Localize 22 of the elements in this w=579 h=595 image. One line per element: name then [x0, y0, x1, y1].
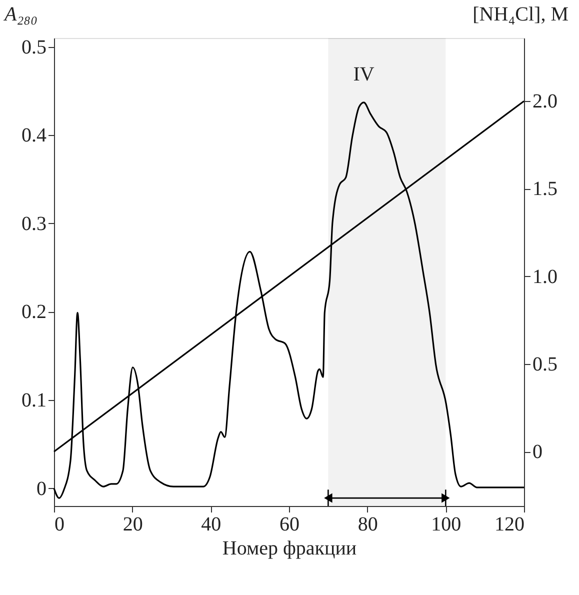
- y-tick-label: 0.2: [22, 301, 46, 324]
- y2-tick-label: 0: [532, 441, 542, 464]
- y-tick-label: 0.4: [22, 124, 46, 147]
- y2-axis-title: [NH₄Cl], M: [472, 4, 569, 26]
- y-axis-title: A₂₈₀: [2, 4, 38, 26]
- y-tick-label: 0.5: [22, 36, 46, 58]
- x-tick-label: 120: [494, 514, 524, 536]
- y2-tick-label: 2.0: [532, 90, 558, 113]
- y2-tick-label: 0.5: [532, 354, 558, 376]
- y-tick-label: 0.3: [22, 212, 46, 235]
- x-tick-label: 40: [201, 514, 222, 536]
- x-tick-label: 0: [54, 514, 64, 536]
- x-tick-label: 100: [431, 514, 462, 536]
- x-tick-label: 80: [358, 514, 378, 536]
- annotation: IV: [353, 63, 375, 86]
- x-tick-label: 20: [122, 514, 143, 536]
- y-tick-label: 0.1: [22, 390, 46, 412]
- y2-tick-label: 1.0: [532, 266, 558, 288]
- y-tick-label: 0: [36, 478, 46, 500]
- y2-tick-label: 1.5: [532, 178, 558, 200]
- x-tick-label: 60: [280, 514, 300, 536]
- x-axis-title: Номер фракции: [222, 538, 357, 560]
